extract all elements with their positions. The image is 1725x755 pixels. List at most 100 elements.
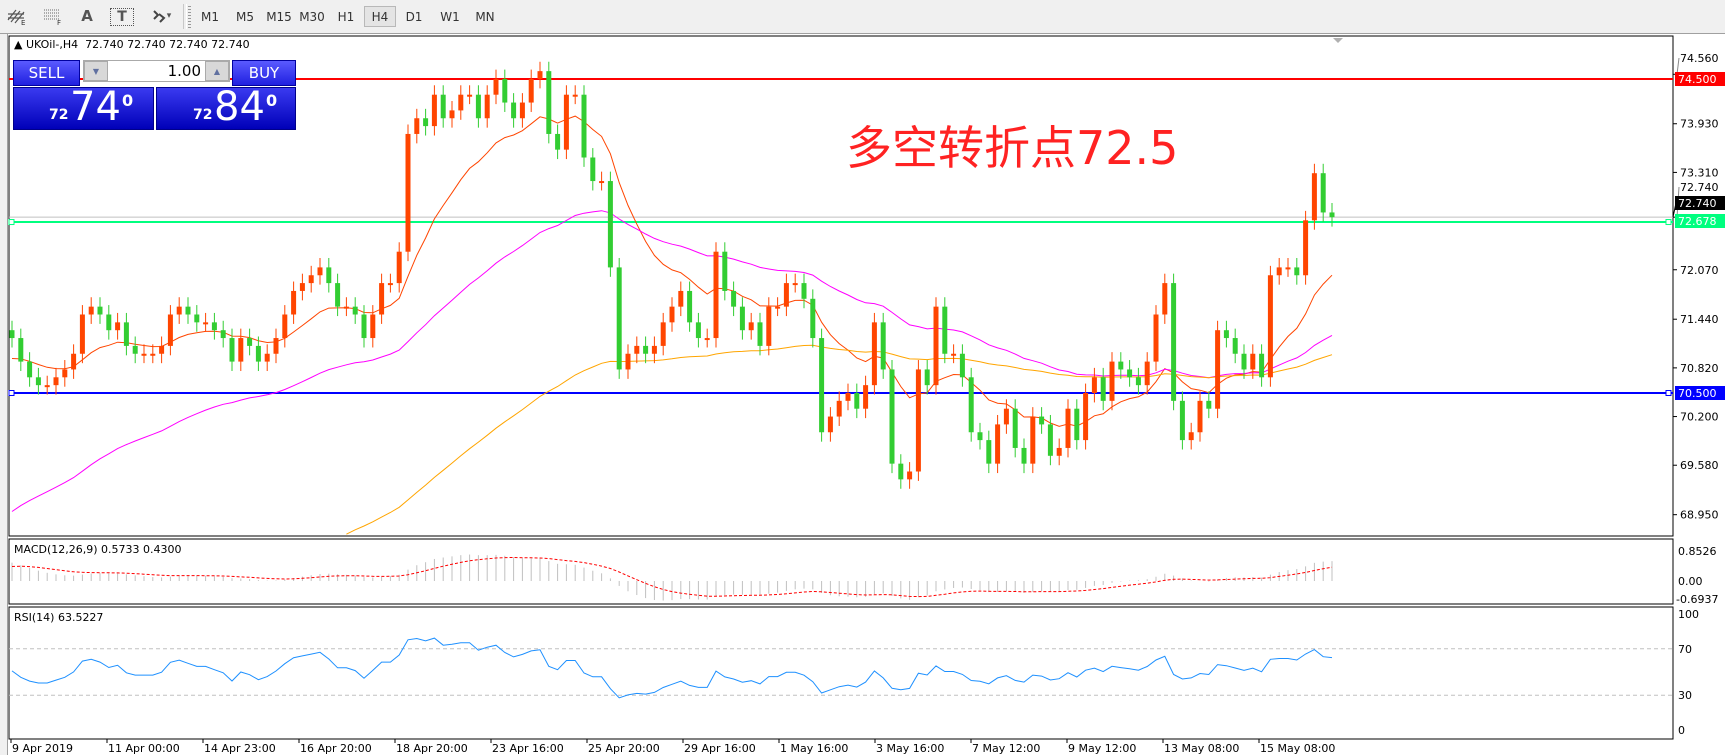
- text-label-icon[interactable]: T: [110, 8, 134, 26]
- line-handle[interactable]: [1665, 219, 1672, 226]
- candle: [18, 328, 24, 372]
- timeframe-h1[interactable]: H1: [337, 9, 355, 24]
- line-price-label-box: [1675, 386, 1725, 400]
- candle: [722, 242, 728, 301]
- candle: [1179, 391, 1185, 450]
- timeframe-h4[interactable]: H4: [364, 6, 396, 27]
- candle: [62, 360, 68, 387]
- candle-body: [467, 94, 473, 97]
- candle-body: [731, 290, 737, 307]
- candle: [942, 297, 948, 364]
- lot-decrease-button[interactable]: ▼: [84, 61, 108, 81]
- fibonacci-fan-icon[interactable]: F: [40, 5, 66, 27]
- timeframe-m5[interactable]: M5: [236, 9, 254, 24]
- time-axis[interactable]: 9 Apr 2019 11 Apr 00:00 14 Apr 23:00 16 Apr…: [10, 739, 1335, 755]
- sell-price-point: 0: [122, 91, 134, 110]
- lot-size-stepper[interactable]: ▼ 1.00 ▲: [83, 60, 230, 82]
- candle: [308, 265, 314, 293]
- timeframe-m15[interactable]: M15: [266, 9, 292, 24]
- candle-body: [458, 94, 464, 111]
- candle-body: [159, 345, 165, 354]
- candle: [1250, 344, 1256, 379]
- lot-increase-button[interactable]: ▲: [205, 61, 229, 81]
- time-tick-label: 9 May 12:00: [1068, 742, 1136, 755]
- one-click-trading-panel: SELL ▼ 1.00 ▲ BUY 72 74 0 72 84 0: [13, 60, 296, 130]
- candle-body: [211, 322, 217, 331]
- candle: [1171, 273, 1177, 411]
- candle-body: [493, 79, 499, 95]
- candle: [1153, 305, 1159, 372]
- toolbar-grip[interactable]: [188, 6, 191, 28]
- timeframe-d1[interactable]: D1: [405, 9, 423, 24]
- price-tick-label: 74.560: [1680, 52, 1719, 65]
- candle-body: [528, 79, 534, 103]
- candle: [431, 85, 437, 136]
- candle: [643, 336, 649, 364]
- candle-body: [924, 369, 930, 386]
- line-handle[interactable]: [8, 219, 15, 226]
- candle-body: [1171, 283, 1177, 401]
- candle-body: [1303, 220, 1309, 276]
- line-handle[interactable]: [8, 390, 15, 396]
- candle-body: [1294, 267, 1300, 276]
- candle: [326, 257, 332, 293]
- candle-body: [607, 181, 613, 268]
- timeframe-w1[interactable]: W1: [440, 9, 460, 24]
- candle-body: [836, 400, 842, 417]
- candle: [871, 312, 877, 395]
- candle-body: [238, 338, 244, 362]
- timeframe-m1[interactable]: M1: [201, 9, 219, 24]
- candle: [44, 375, 50, 395]
- candle: [775, 297, 781, 317]
- lot-size-input[interactable]: 1.00: [167, 62, 201, 80]
- candle-body: [1285, 267, 1291, 270]
- candle: [819, 328, 825, 442]
- candle: [1003, 399, 1009, 434]
- price-tick-label: 71.440: [1680, 313, 1719, 326]
- candle: [537, 61, 543, 89]
- price-axis[interactable]: 74.560 73.930 73.310 72.740 72.070 71.440 70.8…: [1672, 52, 1725, 522]
- candle: [766, 297, 772, 356]
- timeframe-mn[interactable]: MN: [475, 9, 495, 24]
- candle-body: [915, 369, 921, 472]
- chart-shift-marker-icon[interactable]: [1333, 38, 1343, 43]
- candle: [440, 85, 446, 128]
- window-left-border: [0, 34, 8, 755]
- candle-body: [810, 298, 816, 339]
- fibonacci-expansion-icon[interactable]: E: [4, 5, 30, 27]
- sell-button[interactable]: SELL: [13, 60, 80, 86]
- arrows-dropdown-icon[interactable]: ▾: [145, 5, 177, 27]
- candle-body: [1311, 173, 1317, 221]
- text-icon[interactable]: A: [81, 7, 93, 25]
- candle-body: [651, 345, 657, 354]
- low-value: 72.740: [169, 38, 208, 51]
- candle-body: [1232, 338, 1238, 354]
- time-tick-label: 7 May 12:00: [972, 742, 1040, 755]
- candle-body: [537, 71, 543, 79]
- line-handle[interactable]: [1665, 390, 1672, 396]
- buy-button[interactable]: BUY: [232, 60, 296, 86]
- candle-body: [44, 385, 50, 388]
- price-tick-label: 72.070: [1680, 264, 1719, 277]
- collapse-triangle-icon[interactable]: ▲: [14, 38, 26, 51]
- candle: [801, 273, 807, 309]
- timeframe-m30[interactable]: M30: [299, 9, 325, 24]
- candle: [581, 85, 587, 167]
- buy-price-button[interactable]: 72 84 0: [156, 85, 296, 130]
- candle: [880, 312, 886, 379]
- candle-body: [704, 338, 710, 341]
- candle-body: [1320, 173, 1326, 213]
- candle: [986, 430, 992, 474]
- sell-price-button[interactable]: 72 74 0: [13, 85, 154, 130]
- candle: [1294, 257, 1300, 285]
- candle-body: [71, 353, 77, 370]
- candle-body: [959, 353, 965, 378]
- candle-body: [590, 157, 596, 182]
- candle: [889, 360, 895, 474]
- candle-body: [625, 353, 631, 370]
- chart-annotation-text[interactable]: 多空转折点72.5: [846, 121, 1179, 175]
- sell-price-prefix: 72: [49, 107, 69, 123]
- candle: [141, 344, 147, 364]
- candle: [405, 124, 411, 262]
